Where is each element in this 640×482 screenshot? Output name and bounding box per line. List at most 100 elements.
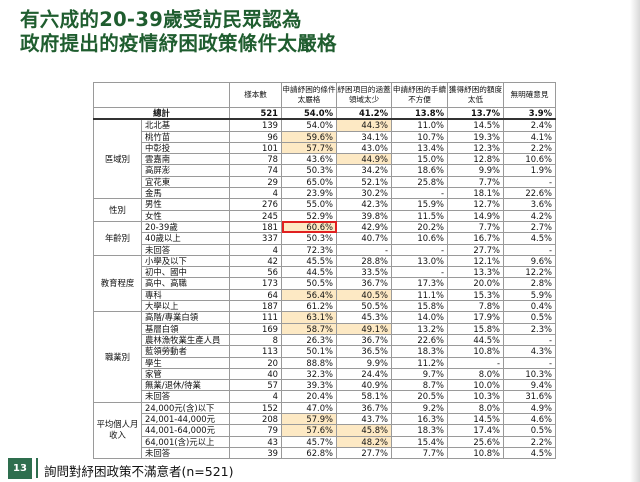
data-cell: 74 [229, 164, 282, 177]
data-cell: 62.8% [281, 446, 337, 460]
data-cell: 26.3% [281, 333, 337, 347]
data-cell: 12.2% [503, 266, 556, 279]
row-label: 雲嘉南 [141, 153, 230, 166]
row-label: 小學及以下 [141, 254, 230, 268]
data-cell: 22.6% [503, 187, 556, 200]
data-cell: 18.1% [447, 187, 504, 200]
data-cell: 40.7% [336, 232, 392, 245]
table-row: 雲嘉南 78 43.6% 44.9% 15.0% 12.8% 10.6% [94, 153, 556, 166]
data-cell: 60.6% [281, 220, 337, 234]
table-row: 藍領勞動者 113 50.1% 36.5% 18.3% 10.8% 4.3% [94, 345, 556, 358]
table-row: 區域別 北北基 139 54.0% 44.3% 11.0% 14.5% 2.4% [93, 118, 556, 200]
row-label: 桃竹苗 [141, 130, 230, 143]
data-cell: 19.3% [447, 130, 504, 143]
data-cell: 44.9% [336, 153, 392, 166]
data-cell: 113 [229, 345, 282, 358]
data-cell: 44.5% [281, 266, 337, 279]
data-cell: 4.6% [503, 413, 556, 426]
data-cell: 57.9% [281, 413, 337, 426]
data-cell: 8.0% [447, 367, 504, 381]
data-cell: 111 [229, 311, 282, 324]
data-cell: 5.9% [503, 288, 556, 302]
table-row: 未回答 4 20.4% 58.1% 20.5% 10.3% 31.6% [94, 390, 556, 403]
data-cell: 10.3% [503, 367, 556, 381]
table-header-row: 樣本數 申請紓困的條件太嚴格 紓困項目的涵蓋領域太少 申請紓困的手續不方便 獲得紓困的額… [93, 82, 556, 108]
row-label: 未回答 [141, 243, 230, 256]
group-label: 年齡別 [93, 220, 142, 256]
slide-edge-shadow [630, 0, 640, 482]
row-label: 家管 [141, 367, 230, 381]
table-row: 職業別 高階/專業白領 111 63.1% 45.3% 14.0% 17.9% 0.5% [93, 311, 556, 403]
data-cell: 50.3% [281, 232, 337, 245]
data-cell: 63.1% [281, 311, 337, 324]
row-label: 40歲以上 [141, 232, 230, 245]
data-cell: 54.0% [281, 118, 337, 132]
data-cell: 139 [229, 118, 282, 132]
group-label: 職業別 [93, 311, 142, 403]
data-cell: 13.3% [447, 266, 504, 279]
group-label: 平均個人月收入 [93, 401, 142, 460]
data-cell: 4.9% [503, 401, 556, 415]
data-cell: - [503, 333, 556, 347]
total-cell: 13.7% [447, 107, 504, 121]
data-cell: 4.5% [503, 232, 556, 245]
data-cell: 2.2% [503, 435, 556, 448]
data-cell: 101 [229, 141, 282, 155]
data-cell: 9.9% [447, 164, 504, 177]
table-row: 年齡別 20-39歲 181 60.6% 42.9% 20.2% 7.7% 2.7% [93, 220, 556, 256]
data-cell: 7.7% [447, 175, 504, 189]
data-cell: 34.2% [336, 164, 392, 177]
table-row: 高屏澎 74 50.3% 34.2% 18.6% 9.9% 1.9% [94, 164, 556, 177]
table-row: 桃竹苗 96 59.6% 34.1% 10.7% 19.3% 4.1% [94, 130, 556, 143]
table-row: 女性 245 52.9% 39.8% 11.5% 14.9% 4.2% [94, 209, 556, 222]
column-header: 申請紓困的手續不方便 [391, 82, 448, 108]
data-cell: 181 [229, 220, 282, 234]
row-label: 大學以上 [141, 300, 230, 313]
data-cell: 11.1% [391, 288, 448, 302]
data-cell: 18.6% [391, 164, 448, 177]
data-cell: 29 [229, 175, 282, 189]
data-cell: 57.7% [281, 141, 337, 155]
data-cell: 22.6% [391, 333, 448, 347]
data-cell: 15.8% [447, 322, 504, 335]
data-cell: 25.6% [447, 435, 504, 448]
row-label: 農林漁牧業生產人員 [141, 333, 230, 347]
data-cell: 39.8% [336, 209, 392, 222]
table-row: 64,001(含)元以上 43 45.7% 48.2% 15.4% 25.6% 2.2% [94, 435, 556, 448]
data-cell: - [503, 175, 556, 189]
data-cell: 64 [229, 288, 282, 302]
row-label: 男性 [141, 198, 230, 211]
data-cell: 24.4% [336, 367, 392, 381]
column-header: 無明確意見 [503, 82, 556, 108]
data-cell: 2.7% [503, 220, 556, 234]
table-row: 44,001-64,000元 79 57.6% 45.8% 18.3% 17.4% 0.5% [94, 424, 556, 437]
data-cell: 50.3% [281, 164, 337, 177]
table-row: 教育程度 小學及以下 42 45.5% 28.8% 13.0% 12.1% 9.6% [93, 254, 556, 313]
data-cell: 31.6% [503, 390, 556, 403]
table-row: 專科 64 56.4% 40.5% 11.1% 15.3% 5.9% [94, 288, 556, 302]
data-cell: 20.0% [447, 277, 504, 290]
data-cell: 45.8% [336, 424, 392, 437]
data-cell: 10.0% [447, 379, 504, 392]
table-row: 初中、國中 56 44.5% 33.5% -13.3% 12.2% [94, 266, 556, 279]
row-label: 24,000元(含)以下 [141, 401, 230, 415]
data-cell: 245 [229, 209, 282, 222]
data-cell: 7.7% [447, 220, 504, 234]
data-cell: 11.0% [391, 118, 448, 132]
data-cell: - [391, 243, 448, 256]
page-title: 有六成的20-39歲受訪民眾認為 政府提出的疫情紓困政策條件太嚴格 [20, 8, 540, 56]
data-cell: 9.7% [391, 367, 448, 381]
data-cell: 10.7% [391, 130, 448, 143]
data-cell: - [391, 187, 448, 200]
row-label: 宜花東 [141, 175, 230, 189]
row-label: 24,001-44,000元 [141, 413, 230, 426]
data-cell: 4 [229, 243, 282, 256]
data-cell: 16.7% [447, 232, 504, 245]
table-row: 宜花東 29 65.0% 52.1% 25.8% 7.7% - [94, 175, 556, 189]
data-cell: 2.3% [503, 322, 556, 335]
column-header: 申請紓困的條件太嚴格 [281, 82, 337, 108]
table-header-blank [93, 82, 230, 108]
column-header: 樣本數 [229, 82, 282, 108]
data-cell: 12.3% [447, 141, 504, 155]
data-cell: 0.4% [503, 300, 556, 313]
